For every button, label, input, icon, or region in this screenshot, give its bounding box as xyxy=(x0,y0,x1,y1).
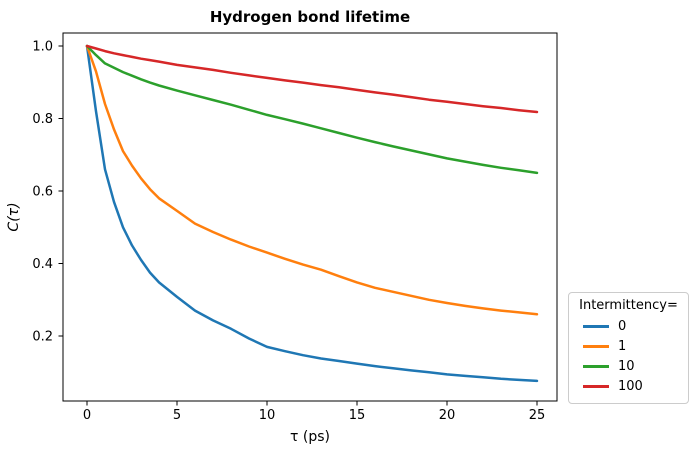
y-tick-label: 0.4 xyxy=(32,257,53,272)
axes-box xyxy=(62,32,558,402)
legend-label: 100 xyxy=(618,378,643,394)
legend-item-10: 10 xyxy=(576,356,681,376)
legend-label: 1 xyxy=(618,338,627,354)
x-tick-label: 15 xyxy=(349,408,366,423)
legend-item-100: 100 xyxy=(576,376,681,396)
curve-intermittency-1 xyxy=(85,44,539,316)
curve-intermittency-100 xyxy=(85,44,539,114)
legend: Intermittency= 0 1 10 100 xyxy=(568,292,689,404)
curve-intermittency-10 xyxy=(85,44,539,175)
y-tick-label: 0.8 xyxy=(32,112,53,127)
curve-intermittency-0 xyxy=(85,44,539,383)
y-axis-label: C(τ) xyxy=(6,202,22,231)
chart-title: Hydrogen bond lifetime xyxy=(210,8,410,26)
x-tick-label: 20 xyxy=(439,408,456,423)
legend-items: 0 1 10 100 xyxy=(576,316,681,396)
legend-line-swatch xyxy=(583,364,609,368)
axis-ticks: 0 5 10 15 20 25 0.2 0.4 0.6 0.8 1.0 xyxy=(32,40,545,424)
legend-line-swatch xyxy=(583,324,609,328)
y-tick-label: 0.2 xyxy=(32,330,53,345)
y-tick-label: 1.0 xyxy=(32,40,53,55)
x-axis-label: τ (ps) xyxy=(290,429,330,445)
x-tick-label: 10 xyxy=(259,408,276,423)
x-tick-label: 5 xyxy=(173,408,181,423)
legend-item-0: 0 xyxy=(576,316,681,336)
data-curves xyxy=(85,44,539,383)
legend-title: Intermittency= xyxy=(579,298,678,313)
y-tick-label: 0.6 xyxy=(32,185,53,200)
legend-label: 0 xyxy=(618,318,627,334)
x-tick-label: 0 xyxy=(83,408,91,423)
x-tick-label: 25 xyxy=(529,408,546,423)
legend-item-1: 1 xyxy=(576,336,681,356)
legend-line-swatch xyxy=(583,384,609,388)
legend-label: 10 xyxy=(618,358,635,374)
legend-line-swatch xyxy=(583,344,609,348)
